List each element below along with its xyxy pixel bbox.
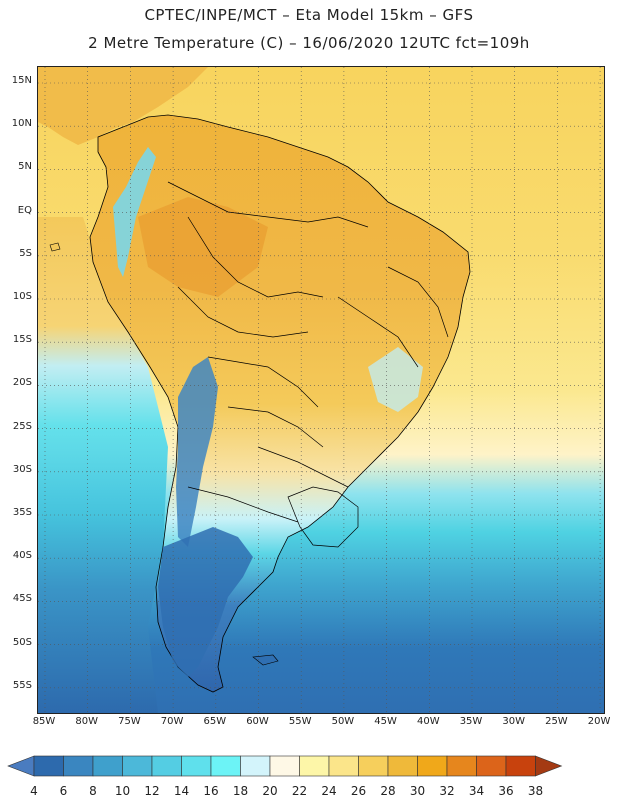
lon-label: 80W (75, 716, 98, 727)
lon-label: 65W (203, 716, 227, 727)
colorbar-label: 36 (498, 784, 514, 798)
colorbar-label: 34 (468, 784, 485, 798)
lat-label: 5N (18, 161, 32, 173)
falkland-islands (252, 654, 279, 666)
lon-label: 35W (459, 716, 483, 727)
brazil-highlands-cool (368, 347, 423, 412)
chart-title-line2: 2 Metre Temperature (C) – 16/06/2020 12U… (88, 34, 530, 52)
colorbar-label: 26 (350, 784, 367, 798)
colorbar-segment (122, 755, 153, 777)
colorbar-segment (269, 755, 300, 777)
temperature-colorbar (7, 755, 563, 777)
colorbar-segment (210, 755, 241, 777)
central-america-land (38, 67, 208, 145)
lat-label: 10S (12, 291, 32, 302)
colorbar-right-arrow (535, 755, 563, 777)
lat-label: 50S (12, 636, 32, 648)
lon-label: 25W (545, 716, 568, 727)
colorbar-segment (387, 755, 418, 777)
lat-label: 15N (11, 75, 32, 86)
colorbar-segment (151, 755, 182, 777)
pacific-ocean (38, 217, 168, 713)
colorbar-label: 10 (114, 784, 131, 798)
amazon-hot (138, 197, 268, 297)
lon-label: 70W (160, 716, 184, 727)
colorbar-left-arrow (7, 755, 35, 777)
colorbar-label: 28 (380, 784, 396, 798)
andes-south (176, 357, 218, 547)
lon-label: 50W (331, 716, 355, 727)
lat-label: 45S (12, 593, 32, 605)
andes-highlands (113, 147, 156, 277)
lat-label: 5S (19, 247, 32, 259)
colorbar-label: 22 (291, 784, 308, 798)
lon-label: 40W (416, 716, 440, 727)
colorbar-label: 12 (144, 784, 160, 798)
colorbar-label: 14 (173, 784, 190, 798)
lon-label: 75W (118, 716, 141, 727)
chart-title-line1: CPTEC/INPE/MCT – Eta Model 15km – GFS (144, 6, 474, 24)
lat-label: 30S (12, 463, 32, 475)
lat-label: 40S (12, 550, 32, 562)
colorbar-segment (181, 755, 212, 777)
colorbar-label: 38 (527, 784, 544, 798)
lat-label: 20S (12, 377, 32, 389)
lat-label: 55S (12, 679, 32, 691)
colorbar-label: 8 (89, 784, 97, 798)
colorbar-label: 32 (439, 784, 455, 798)
colorbar-segment (63, 755, 94, 777)
colorbar-segment (92, 755, 123, 777)
lat-label: 35S (12, 507, 32, 518)
colorbar-label: 6 (59, 784, 68, 798)
lon-label: 55W (288, 716, 312, 727)
lat-label: 25S (12, 420, 32, 432)
colorbar-label: 16 (203, 784, 219, 798)
lon-label: 20W (587, 716, 611, 727)
colorbar-label: 30 (409, 784, 426, 798)
colorbar-segment (33, 755, 64, 777)
colorbar-segment (446, 755, 477, 777)
colorbar-segment (328, 755, 359, 777)
lon-label: 30W (502, 716, 525, 727)
colorbar-label: 20 (262, 784, 278, 798)
lon-label: 45W (374, 716, 397, 727)
country-borders (167, 181, 449, 548)
colorbar-segment (417, 755, 448, 777)
colorbar-segment (505, 755, 536, 777)
temperature-map (37, 66, 605, 714)
lat-label: 15S (12, 334, 32, 346)
colorbar-segment (299, 755, 330, 777)
patagonia (158, 527, 253, 677)
colorbar-label: 24 (321, 784, 337, 798)
colorbar-segment (358, 755, 389, 777)
galapagos-islands (49, 242, 61, 252)
colorbar-label: 18 (232, 784, 249, 798)
colorbar-label: 4 (30, 784, 38, 798)
lat-label: 10N (11, 118, 32, 130)
lat-label: EQ (17, 204, 32, 216)
colorbar-segment (240, 755, 271, 777)
colorbar-segment (476, 755, 507, 777)
lon-label: 60W (246, 716, 269, 727)
lon-label: 85W (32, 716, 56, 727)
